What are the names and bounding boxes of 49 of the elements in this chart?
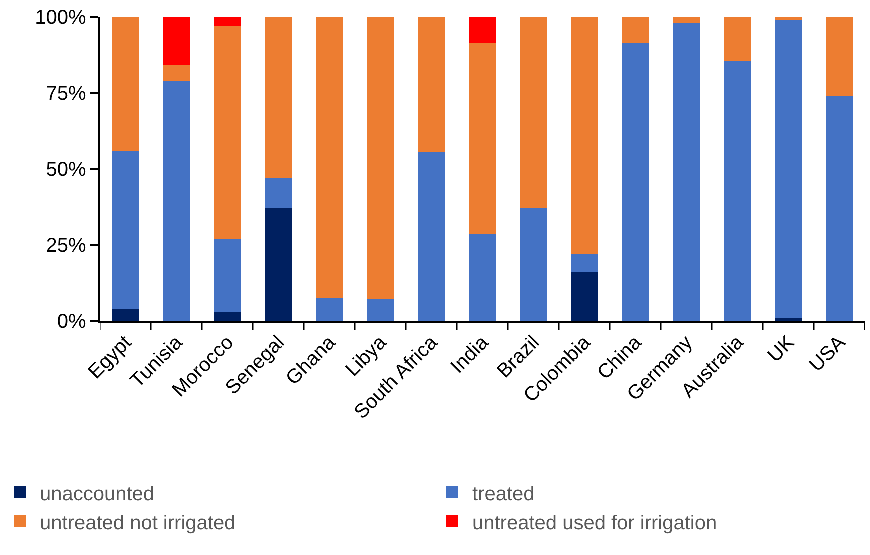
bar [264,208,292,321]
bar [366,17,394,300]
bar [112,150,140,309]
bar [162,17,190,66]
bar [418,17,446,152]
bar [264,178,292,209]
bar [468,42,496,234]
bar [214,17,242,26]
x-tick-label: USA [805,331,851,376]
bar [520,208,548,321]
bar [774,318,802,321]
bar [214,312,242,321]
bar [112,17,140,151]
bar [672,17,700,24]
y-tick-label: 25% [46,235,86,257]
bar [264,17,292,178]
bar [214,238,242,312]
bar [724,61,752,321]
bar [672,23,700,321]
bar [162,80,190,321]
bar [112,308,140,321]
bar [826,96,854,321]
legend-label: untreated not irrigated [40,512,236,534]
bar [366,300,394,321]
bar [316,298,344,321]
legend-label: treated [472,483,535,506]
bar [570,254,598,272]
bar [826,17,854,96]
y-tick-label: 0% [57,311,86,333]
y-tick-label: 50% [46,159,86,181]
bar [520,17,548,209]
bar [622,17,650,43]
legend-label: unaccounted [40,483,155,506]
bar [570,272,598,321]
y-tick-label: 75% [46,83,86,105]
legend-label: untreated used for irrigation [472,512,718,534]
bar [214,26,242,239]
bar [468,17,496,43]
bar [418,152,446,321]
bar [774,17,802,20]
y-tick-label: 100% [35,7,86,29]
bar [774,20,802,318]
bar [622,42,650,321]
bar [316,17,344,298]
bar [468,234,496,321]
bar [724,17,752,62]
x-tick-label: UK [764,331,800,368]
bar [570,17,598,254]
bar [162,66,190,81]
